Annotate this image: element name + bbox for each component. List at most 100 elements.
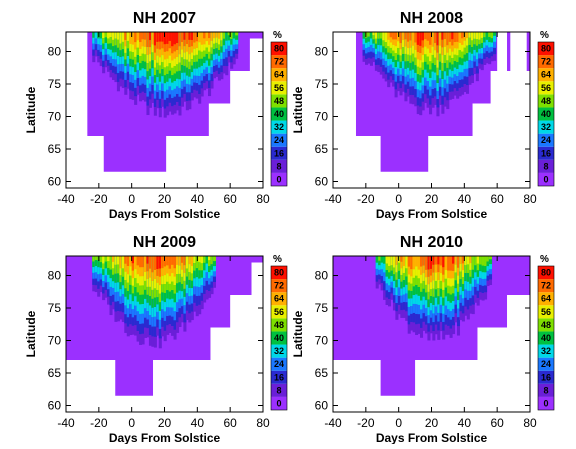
colorbar-label: 24	[274, 359, 284, 369]
contour-band	[465, 32, 470, 39]
contour-band	[419, 32, 423, 46]
contour-band	[190, 32, 194, 40]
contour-band	[382, 32, 386, 41]
colorbar-label: 48	[541, 96, 551, 106]
x-axis-label: Days From Solstice	[376, 431, 488, 444]
x-tick-label: 20	[158, 192, 172, 206]
contour-band	[131, 256, 135, 264]
x-tick-label: -40	[324, 192, 342, 206]
colorbar-swatch	[271, 292, 287, 306]
contour-band	[392, 32, 396, 40]
contour-band	[215, 32, 219, 38]
contour-band	[227, 32, 231, 36]
contour-band	[384, 32, 388, 42]
contour-band	[198, 32, 202, 43]
contour-band	[200, 256, 204, 271]
x-tick-label: -20	[357, 192, 375, 206]
contour-band	[198, 256, 202, 263]
contour-band	[188, 256, 192, 265]
contour-band	[131, 32, 135, 45]
contour-band	[429, 32, 433, 45]
colorbar-swatch	[538, 107, 554, 121]
colorbar-label: 16	[541, 148, 551, 158]
contour-band	[116, 256, 120, 274]
contour-band	[410, 256, 414, 270]
contour-band	[146, 32, 150, 48]
contour-band	[161, 256, 165, 269]
contour-band	[94, 256, 98, 267]
contour-band	[92, 256, 96, 268]
contour-band	[474, 256, 478, 266]
contour-band	[389, 32, 393, 43]
colorbar-label: 32	[541, 346, 551, 356]
contour-band	[441, 32, 445, 40]
contour-band	[365, 32, 369, 38]
colorbar-swatch	[271, 305, 287, 319]
colorbar-label: 80	[541, 268, 551, 278]
colorbar-swatch	[538, 344, 554, 358]
colorbar-label: 0	[276, 398, 281, 408]
x-axis-label: Days From Solstice	[109, 207, 221, 221]
x-tick-label: 80	[256, 192, 270, 206]
contour-band	[212, 256, 216, 267]
contour-band	[114, 256, 118, 274]
colorbar-label: 80	[541, 44, 551, 54]
contour-band	[178, 256, 182, 266]
contour-band	[478, 32, 482, 40]
contour-band	[99, 32, 103, 39]
contour-band	[92, 256, 96, 262]
contour-band	[151, 32, 155, 45]
coverage-cell	[507, 32, 511, 71]
colorbar-label: 24	[541, 135, 551, 145]
contour-band	[399, 32, 403, 44]
contour-band	[104, 256, 108, 269]
contour-band	[424, 32, 428, 40]
contour-band	[99, 32, 103, 46]
contour-band	[379, 32, 383, 39]
contour-band	[114, 256, 118, 265]
contour-band	[473, 32, 477, 39]
colorbar-swatch	[271, 42, 287, 56]
contour-band	[397, 256, 401, 271]
contour-band	[397, 256, 401, 263]
contour-band	[193, 32, 197, 43]
contour-band	[401, 32, 406, 41]
x-tick-label: 0	[395, 192, 402, 206]
contour-band	[400, 256, 404, 262]
contour-band	[109, 256, 113, 270]
contour-band	[153, 32, 157, 46]
colorbar-unit: %	[540, 30, 549, 41]
contour-band	[175, 32, 180, 44]
contour-band	[225, 32, 229, 41]
contour-band	[407, 256, 411, 267]
contour-band	[483, 32, 487, 38]
colorbar-frame	[537, 41, 555, 187]
contour-band	[111, 256, 116, 269]
y-tick-label: 70	[315, 110, 329, 124]
contour-band	[372, 32, 376, 40]
contour-band	[415, 256, 419, 267]
contour-band	[443, 32, 447, 47]
contour-band	[178, 32, 182, 47]
contour-band	[451, 32, 455, 40]
contour-band	[490, 32, 494, 39]
colorbar-label: 8	[276, 385, 281, 395]
contour-band	[171, 32, 175, 47]
colorbar-frame	[270, 265, 288, 411]
colorbar-label: 24	[541, 359, 551, 369]
colorbar-label: 8	[543, 385, 548, 395]
colorbar-label: 0	[543, 398, 548, 408]
contour-band	[99, 256, 103, 263]
contour-band	[480, 32, 484, 38]
x-tick-label: 20	[425, 416, 439, 430]
contour-band	[470, 32, 474, 41]
y-tick-label: 80	[48, 269, 62, 283]
contour-band	[387, 32, 391, 40]
colorbar-label: 0	[543, 174, 548, 184]
chart-title: NH 2008	[400, 10, 463, 27]
contour-band	[119, 32, 123, 44]
colorbar-swatch	[538, 357, 554, 371]
contour-band	[190, 256, 194, 267]
contour-band	[166, 32, 170, 44]
contour-band	[168, 32, 172, 41]
